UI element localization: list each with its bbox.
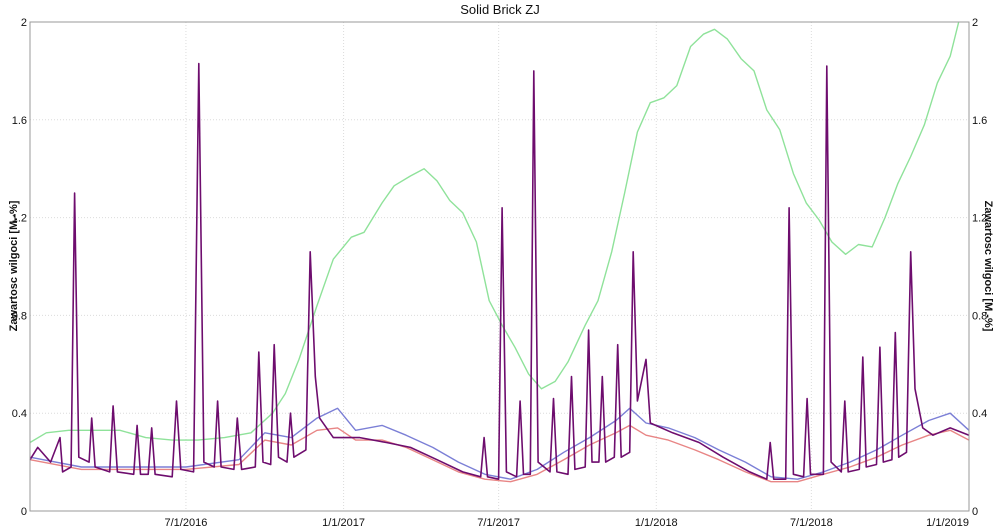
y-tick-label-left: 0.8 xyxy=(12,310,27,322)
y-tick-label-left: 0.4 xyxy=(12,408,27,420)
plot-area xyxy=(29,21,970,483)
x-tick-label: 7/1/2016 xyxy=(165,517,208,529)
y-tick-label-left: 2 xyxy=(21,17,27,29)
x-axis: 7/1/2016 1/1/2017 7/1/2017 1/1/2018 7/1/2018… xyxy=(165,517,969,529)
x-tick-label: 7/1/2018 xyxy=(790,517,833,529)
x-tick-label: 1/1/2018 xyxy=(635,517,678,529)
x-tick-label: 1/1/2019 xyxy=(926,517,969,529)
y-axis-left-label: Zawartosc wilgoci [M.-%] xyxy=(8,200,20,331)
grid xyxy=(30,22,969,511)
y-tick-label-right: 1.2 xyxy=(972,213,987,225)
series-line-blue xyxy=(29,407,970,480)
series-line-purple xyxy=(29,62,970,481)
y-tick-label-right: 0 xyxy=(972,506,978,518)
y-axis-right: 0 0.4 0.8 1.2 1.6 2 xyxy=(972,17,987,518)
x-tick-label: 7/1/2017 xyxy=(477,517,520,529)
y-tick-label-right: 0.4 xyxy=(972,408,987,420)
y-tick-label-left: 1.2 xyxy=(12,213,27,225)
y-tick-label-left: 1.6 xyxy=(12,115,27,127)
y-tick-label-right: 0.8 xyxy=(972,310,987,322)
series-line-green xyxy=(29,21,960,444)
y-axis-right-label: Zawartosc wilgoci [M.-%] xyxy=(982,201,994,332)
series-line-red xyxy=(29,424,970,483)
chart-title: Solid Brick ZJ xyxy=(460,2,539,17)
y-axis-left: 0 0.4 0.8 1.2 1.6 2 xyxy=(12,17,27,518)
y-tick-label-right: 2 xyxy=(972,17,978,29)
y-tick-label-right: 1.6 xyxy=(972,115,987,127)
plot-frame xyxy=(29,21,970,512)
y-tick-label-left: 0 xyxy=(21,506,27,518)
x-tick-label: 1/1/2017 xyxy=(322,517,365,529)
